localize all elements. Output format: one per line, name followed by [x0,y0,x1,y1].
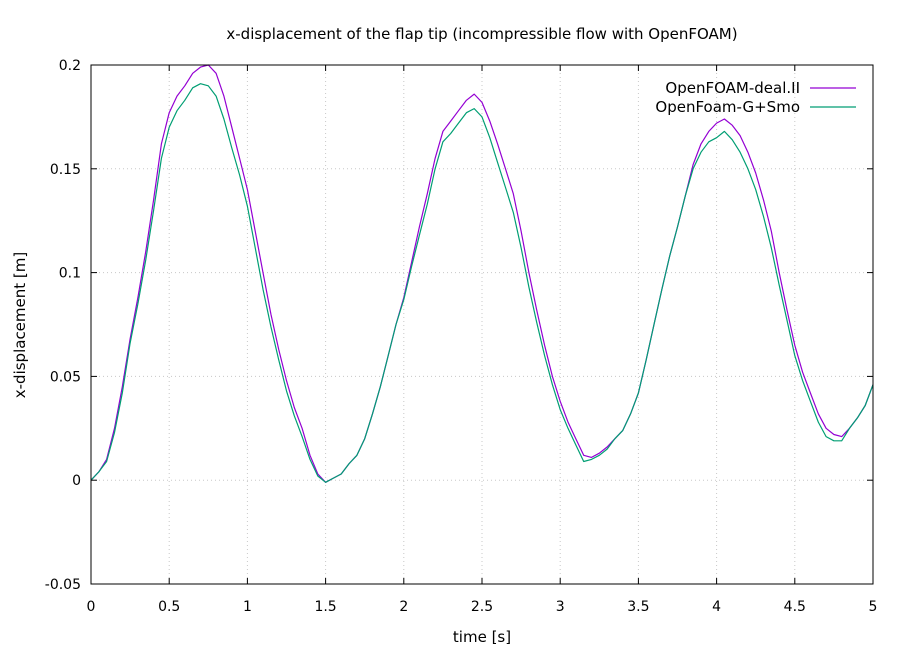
x-tick-label: 2.5 [471,599,493,615]
y-axis-title: x-displacement [m] [11,252,29,398]
plot-frame [90,64,874,585]
grid [90,64,874,585]
axis-ticks: 0 0.5 1 1.5 2 2.5 3 3.5 4 4.5 5 -0.05 0 0.05 0.1 0.15 0.… [45,58,878,615]
legend-label-1: OpenFoam-G+Smo [655,98,800,116]
series-line-1 [90,83,874,483]
x-tick-label: 0 [87,599,96,615]
x-tick-label: 3.5 [627,599,649,615]
x-tick-label: 2 [399,599,408,615]
y-tick-label: 0.2 [59,58,81,74]
x-tick-label: 1 [243,599,252,615]
chart-title: x-displacement of the flap tip (incompre… [226,25,737,43]
x-tick-label: 4 [712,599,721,615]
x-tick-label: 4.5 [784,599,806,615]
x-tick-label: 3 [556,599,565,615]
series-line-0 [90,64,874,483]
legend-label-0: OpenFOAM-deal.II [665,79,800,97]
series-layer [90,64,874,483]
y-tick-label: 0 [72,473,81,489]
y-tick-label: -0.05 [45,577,81,593]
y-tick-label: 0.1 [59,266,81,282]
x-tick-label: 0.5 [158,599,180,615]
x-axis-title: time [s] [453,628,511,646]
y-tick-label: 0.15 [50,162,81,178]
x-tick-label: 1.5 [314,599,336,615]
y-tick-label: 0.05 [50,369,81,385]
x-tick-label: 5 [869,599,878,615]
